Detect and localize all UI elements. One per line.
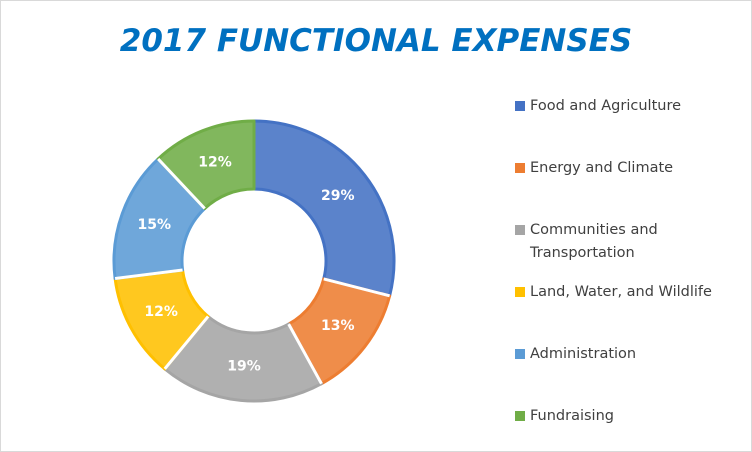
segment-gap <box>163 315 210 370</box>
legend-item: Land, Water, and Wildlife <box>515 281 725 304</box>
legend-swatch <box>515 349 525 359</box>
donut-segment <box>156 119 256 211</box>
data-label: 29% <box>321 188 355 204</box>
legend-item: Communities and Transportation <box>515 219 725 265</box>
legend-label: Fundraising <box>530 408 614 424</box>
legend-label: Food and Agriculture <box>530 98 682 114</box>
data-label: 15% <box>138 217 172 233</box>
legend-label: Energy and Climate <box>530 160 674 176</box>
legend-label: Land, Water, and Wildlife <box>530 284 712 300</box>
data-label: 19% <box>227 359 261 375</box>
segment-gap <box>157 157 206 210</box>
legend-item: Food and Agriculture <box>515 95 725 118</box>
segment-gap <box>114 268 183 281</box>
data-label: 13% <box>321 318 355 334</box>
data-label: 12% <box>144 304 178 320</box>
legend-item: Administration <box>515 343 725 366</box>
legend-swatch <box>515 225 525 235</box>
legend-swatch <box>515 163 525 173</box>
legend-label: Communities and Transportation <box>530 222 658 261</box>
segment-gap <box>323 277 390 298</box>
chart-title: 2017 FUNCTIONAL EXPENSES <box>119 23 633 59</box>
legend-swatch <box>515 411 525 421</box>
donut-segment <box>252 119 396 298</box>
legend-label: Administration <box>530 346 637 362</box>
legend-swatch <box>515 101 525 111</box>
data-label: 12% <box>198 154 232 170</box>
legend-swatch <box>515 287 525 297</box>
legend-item: Energy and Climate <box>515 157 725 180</box>
legend-item: Fundraising <box>515 405 725 428</box>
segment-gap <box>287 323 323 385</box>
